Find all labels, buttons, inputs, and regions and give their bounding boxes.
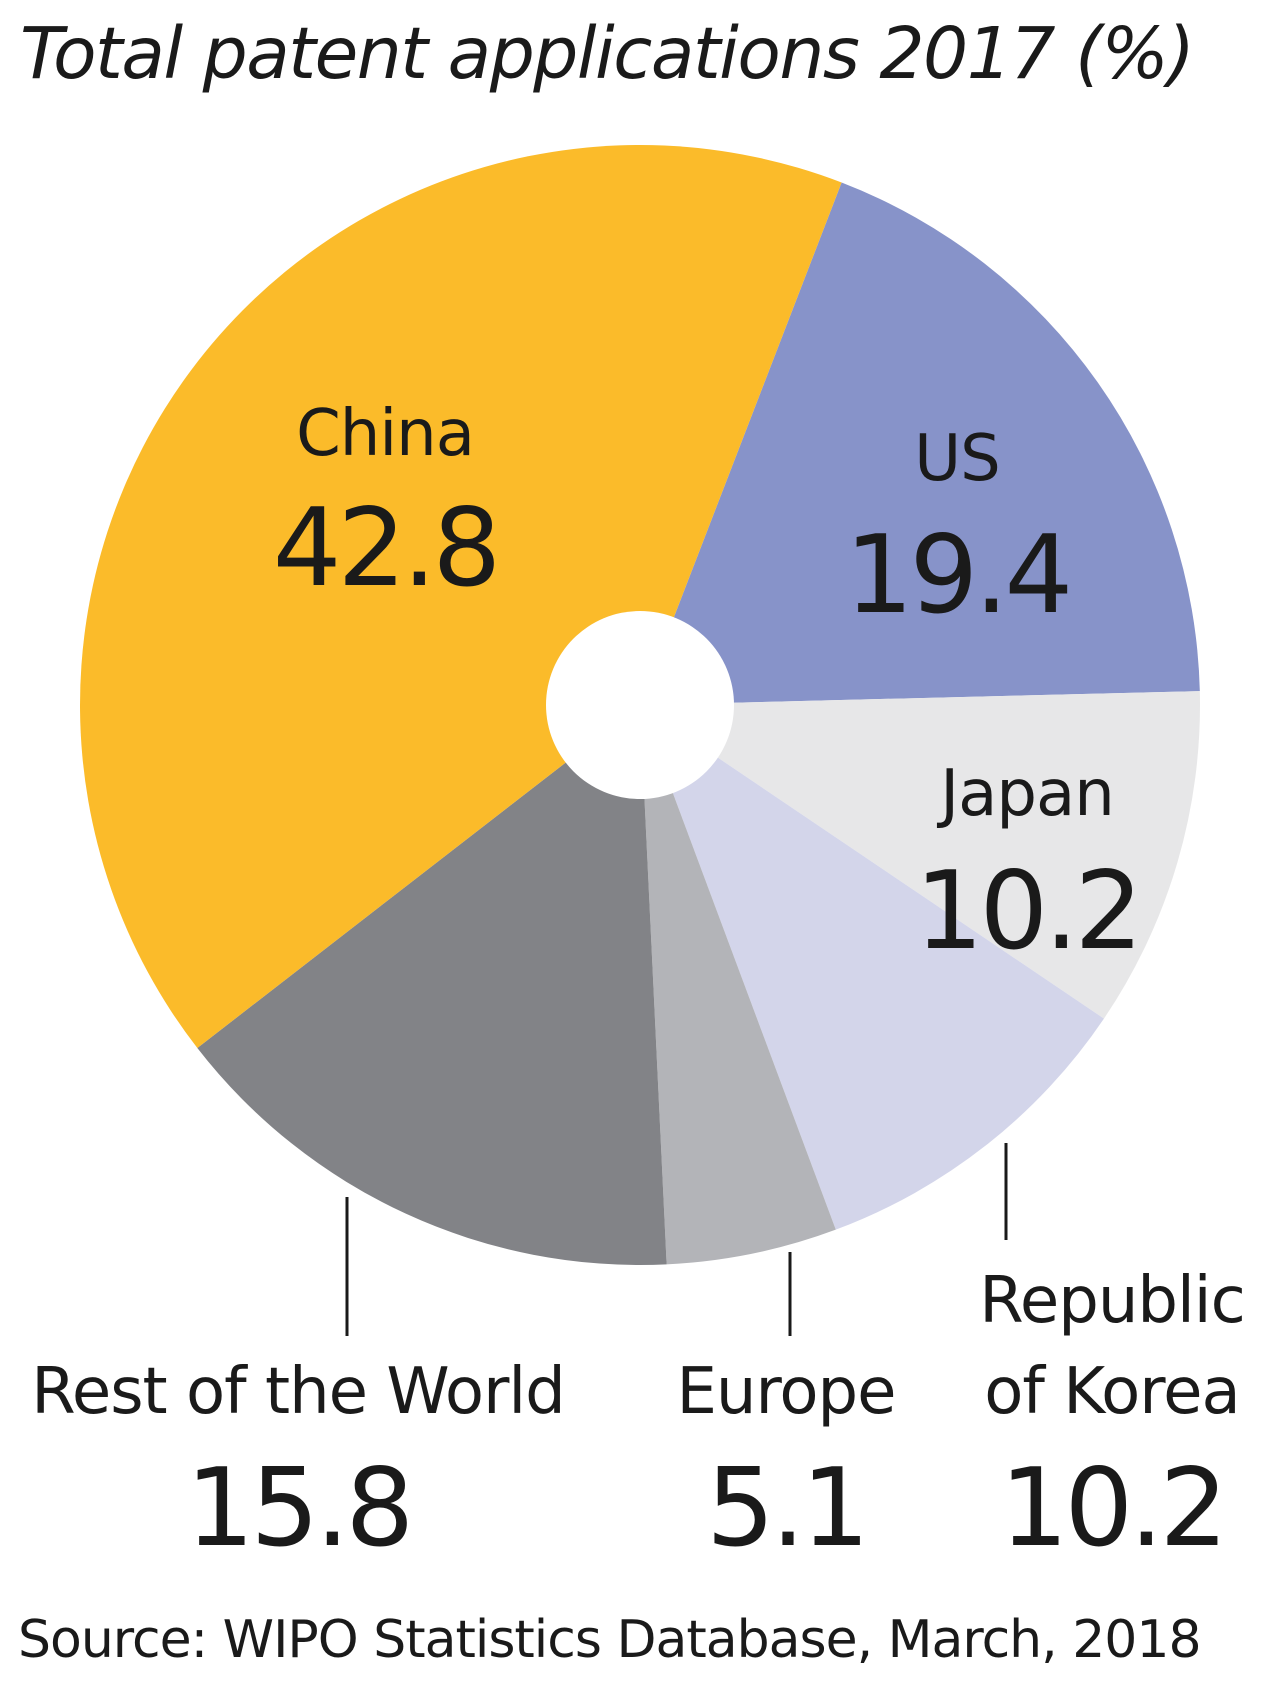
slice-value-us: 19.4 [845,513,1069,638]
pie-center-hole [546,611,734,799]
slice-label-korea: Republic of Korea 10.2 [979,1264,1246,1571]
chart-title: Total patent applications 2017 (%) [20,12,1195,95]
slice-name-china: China [296,397,474,471]
slice-rest [197,705,667,1266]
slice-name-japan: Japan [936,757,1114,831]
slice-label-japan: Japan 10.2 [915,757,1143,974]
source-note: Source: WIPO Statistics Database, March,… [18,1610,1202,1670]
slice-value-rest: 15.8 [186,1446,410,1571]
slice-us [640,182,1200,706]
slice-name-korea-line-2: of Korea [984,1355,1239,1429]
slice-name-europe: Europe [676,1355,895,1429]
slice-name-rest: Rest of the World [31,1355,565,1429]
slice-label-us: US 19.4 [845,422,1073,638]
slice-label-rest: Rest of the World 15.8 [31,1355,566,1571]
slice-korea [640,705,1104,1230]
slice-value-korea: 10.2 [1000,1446,1224,1571]
slice-value-china: 42.8 [273,486,497,611]
slice-name-us: US [914,422,999,496]
slice-label-europe: Europe 5.1 [676,1355,896,1571]
slice-label-china: China 42.8 [273,397,501,611]
pie-slices [80,145,1201,1266]
slice-value-europe: 5.1 [706,1446,866,1571]
slice-china [80,145,842,1048]
slice-europe [640,705,836,1265]
leader-lines [345,1143,1008,1336]
slice-japan [640,691,1201,1019]
slice-name-korea-line-1: Republic [979,1264,1245,1338]
slice-value-japan: 10.2 [915,849,1139,974]
slice-labels: US 19.4 Japan 10.2 Republic of Korea 10.2 Europ… [31,397,1246,1571]
